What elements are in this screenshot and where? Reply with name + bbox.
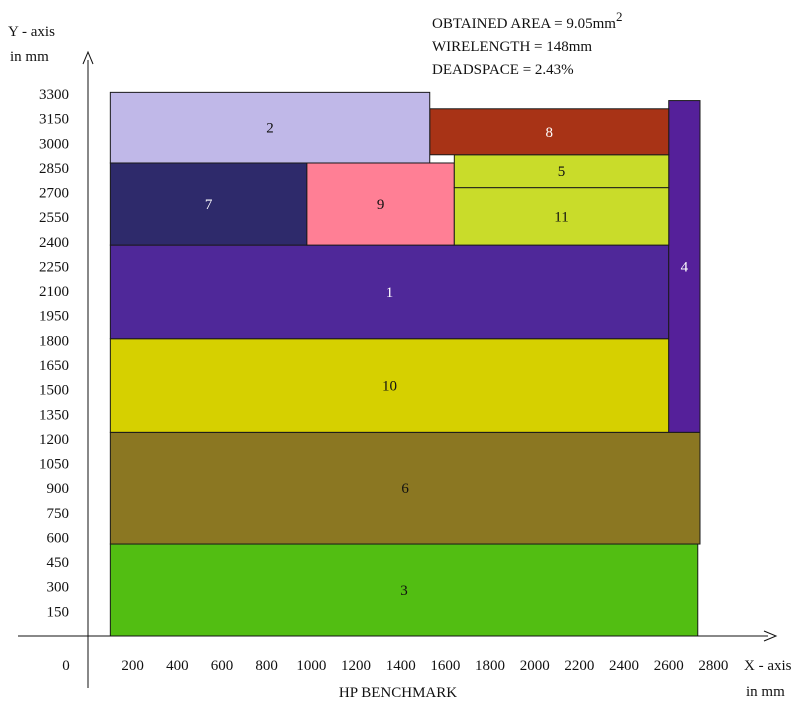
y-tick-label: 750: [47, 506, 70, 522]
y-axis-label: Y - axis: [8, 24, 55, 40]
stat-line: OBTAINED AREA = 9.05mm2: [432, 9, 622, 32]
x-tick-label: 2000: [520, 658, 550, 674]
block-7: 7: [110, 163, 307, 245]
x-tick-label: 2200: [564, 658, 594, 674]
block-9: 9: [307, 163, 454, 245]
x-tick-label: 1200: [341, 658, 371, 674]
y-tick-label: 1650: [39, 358, 69, 374]
y-tick-label: 1350: [39, 407, 69, 423]
y-tick-label: 150: [47, 604, 70, 620]
x-axis-unit: in mm: [746, 684, 785, 700]
block-7-label: 7: [205, 197, 213, 213]
x-tick-labels: 200 400 600 800 1000 1200 1400 1600 1800 2000 2200…: [121, 658, 728, 674]
block-1-label: 1: [386, 285, 394, 301]
y-tick-label: 1500: [39, 383, 69, 399]
block-11-label: 11: [554, 209, 568, 225]
y-tick-label: 3300: [39, 87, 69, 103]
x-tick-label: 400: [166, 658, 189, 674]
y-tick-label: 300: [47, 580, 70, 596]
block-4-label: 4: [681, 259, 689, 275]
block-6: 6: [110, 432, 700, 544]
block-9-label: 9: [377, 197, 385, 213]
x-tick-label: 1800: [475, 658, 505, 674]
block-2: 2: [110, 92, 429, 163]
y-tick-label: 2550: [39, 210, 69, 226]
x-tick-label: 800: [255, 658, 278, 674]
stat-line: WIRELENGTH = 148mm: [432, 39, 592, 55]
x-tick-label: 200: [121, 658, 144, 674]
block-10: 10: [110, 339, 668, 433]
stats-panel: OBTAINED AREA = 9.05mm2 WIRELENGTH = 148m…: [432, 9, 622, 78]
benchmark-caption: HP BENCHMARK: [339, 685, 457, 701]
y-tick-label: 1200: [39, 432, 69, 448]
y-tick-label: 2850: [39, 161, 69, 177]
y-tick-label: 900: [47, 481, 70, 497]
x-tick-label: 2600: [654, 658, 684, 674]
block-10-label: 10: [382, 379, 397, 395]
y-tick-label: 1800: [39, 333, 69, 349]
y-tick-label: 3000: [39, 136, 69, 152]
x-tick-label: 1400: [386, 658, 416, 674]
block-3-label: 3: [400, 583, 408, 599]
block-4: 4: [669, 101, 700, 433]
origin-label: 0: [62, 658, 70, 674]
y-tick-label: 450: [47, 555, 70, 571]
x-axis-label: X - axis: [744, 658, 792, 674]
block-6-label: 6: [401, 481, 409, 497]
x-tick-label: 2800: [698, 658, 728, 674]
x-tick-label: 600: [211, 658, 234, 674]
y-tick-label: 3150: [39, 112, 69, 128]
block-2-label: 2: [266, 121, 274, 137]
y-tick-label: 2400: [39, 235, 69, 251]
x-tick-label: 2400: [609, 658, 639, 674]
x-tick-label: 1000: [296, 658, 326, 674]
y-tick-label: 2250: [39, 259, 69, 275]
stat-line: DEADSPACE = 2.43%: [432, 62, 574, 78]
y-tick-label: 1050: [39, 457, 69, 473]
block-11: 11: [454, 188, 668, 245]
block-5: 5: [454, 155, 668, 188]
block-5-label: 5: [558, 164, 566, 180]
block-3: 3: [110, 544, 697, 636]
block-1: 1: [110, 245, 668, 339]
y-tick-label: 600: [47, 530, 70, 546]
y-axis-unit: in mm: [10, 49, 49, 65]
y-tick-labels: 150 300 450 600 750 900 1050 1200 1350 1500 1650 18…: [39, 87, 69, 620]
y-tick-label: 2100: [39, 284, 69, 300]
x-tick-label: 1600: [430, 658, 460, 674]
block-8: 8: [430, 109, 669, 155]
block-8-label: 8: [545, 125, 553, 141]
y-tick-label: 1950: [39, 309, 69, 325]
y-tick-label: 2700: [39, 186, 69, 202]
